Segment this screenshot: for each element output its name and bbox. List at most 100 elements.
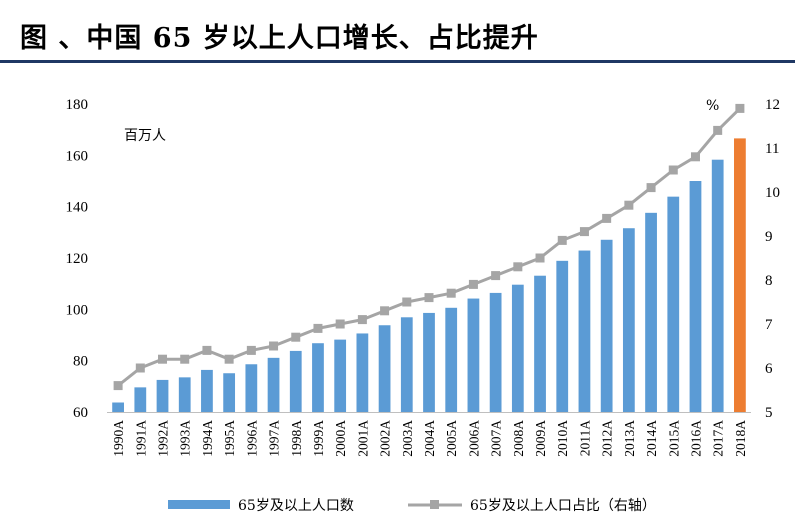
left-tick-label: 140 [66,200,89,216]
bar [578,250,591,412]
legend-swatch-bar [168,500,230,509]
x-tick-label: 2005A [444,420,459,457]
bar [289,350,302,412]
line-point [246,345,256,355]
bar [356,333,369,412]
right-y-axis: 5 6 7 8 9 10 11 12 [765,97,780,421]
x-tick-label: 2017A [711,420,726,457]
bar [423,312,435,412]
bar [489,292,502,412]
line-point [735,103,745,113]
bar [267,357,280,412]
bar [378,325,391,412]
bar [312,343,324,412]
legend: 65岁及以上人口数 65岁及以上人口占比（右轴） [168,498,656,514]
x-tick-label: 1993A [178,420,193,457]
right-tick-label: 9 [765,229,773,245]
x-tick-label: 2009A [533,420,548,457]
x-tick-label: 2011A [577,420,592,456]
x-tick-label: 2014A [644,420,659,457]
left-tick-label: 80 [73,354,88,370]
line-point [557,235,567,245]
bar [711,159,724,412]
bar [534,275,546,412]
line-point [491,271,501,281]
line-point [646,183,656,193]
line-point [291,332,301,342]
x-tick-label: 2013A [622,420,637,457]
x-tick-label: 1997A [267,420,282,457]
line-point [668,165,678,175]
left-tick-label: 100 [66,302,89,318]
line-point [690,152,700,162]
line-point [380,306,390,316]
bar [400,317,413,412]
bar-series [112,138,746,413]
line-point [579,227,589,237]
bar [178,377,191,412]
line-point [468,279,478,289]
x-tick-label: 1994A [200,420,215,457]
line-point [713,125,723,135]
line-point [535,253,545,263]
right-tick-label: 5 [765,405,773,421]
title-underline [0,60,795,63]
left-axis-unit: 百万人 [124,128,166,144]
x-tick-label: 1990A [111,420,126,457]
x-tick-label: 2018A [733,420,748,457]
right-tick-label: 10 [765,185,780,201]
left-tick-label: 120 [66,251,89,267]
left-tick-label: 60 [73,405,88,421]
line-point [335,319,345,329]
line-point [158,354,168,364]
legend-label-line: 65岁及以上人口占比（右轴） [470,498,656,514]
right-tick-label: 6 [765,361,773,377]
chart-title: 图 、中国 65 岁以上人口增长、占比提升 [20,23,539,54]
bar [223,373,236,412]
right-tick-label: 8 [765,273,773,289]
right-tick-label: 7 [765,317,773,333]
x-tick-label: 2004A [422,420,437,457]
x-tick-label: 1996A [244,420,259,457]
x-tick-label: 1992A [156,420,171,457]
bar [734,138,746,413]
bar [467,298,480,412]
bar [600,239,613,412]
legend-swatch-marker [430,500,439,509]
line-point [135,363,145,373]
x-tick-label: 2015A [666,420,681,457]
legend-label-bar: 65岁及以上人口数 [238,498,354,514]
x-tick-label: 2002A [378,420,393,457]
left-y-axis: 60 80 100 120 140 160 180 [66,97,89,421]
bar [134,387,147,412]
x-tick-label: 1995A [222,420,237,457]
bar [112,402,124,412]
x-tick-label: 2016A [688,420,703,457]
line-point [269,341,279,351]
x-axis: 1990A 1991A 1992A 1993A 1994A 1995A 1996A 1997A… [107,412,751,457]
bar [245,364,258,412]
bar [667,196,680,412]
line-point [624,200,634,210]
line-point [513,262,523,272]
line-point [113,381,123,391]
bar [689,181,702,412]
left-tick-label: 180 [66,97,89,113]
x-tick-label: 2003A [400,420,415,457]
x-tick-label: 2001A [355,420,370,457]
line-point [424,293,434,303]
right-axis-unit: % [706,98,719,114]
right-tick-label: 11 [765,141,779,157]
line-point [313,323,323,333]
x-tick-label: 2008A [511,420,526,457]
bar [556,260,569,412]
line-point [357,315,367,325]
line-point [224,354,234,364]
left-tick-label: 160 [66,148,89,164]
bar [645,212,657,412]
line-point [202,345,212,355]
line-point [402,297,412,307]
bar [445,307,458,412]
bar [156,379,169,412]
